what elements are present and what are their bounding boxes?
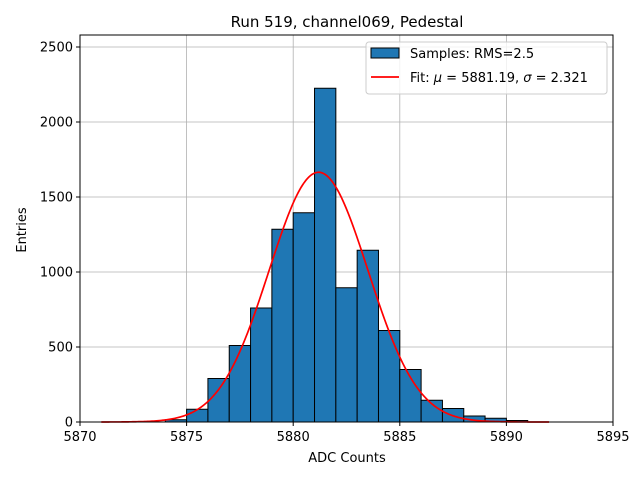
x-axis-label: ADC Counts	[308, 451, 386, 466]
legend-box	[365, 41, 608, 95]
fit-curve-group	[101, 171, 550, 423]
histogram-bar	[250, 307, 273, 423]
histogram-bar	[207, 378, 230, 423]
y-tick-label: 500	[48, 341, 73, 356]
x-axis-ticks: 5870 5875 5880 5885 5890 5895	[63, 422, 630, 445]
y-tick-label: 1000	[40, 266, 73, 281]
histogram-bar	[356, 249, 379, 423]
histogram-bars	[164, 87, 529, 423]
histogram-bar	[186, 408, 209, 423]
x-tick-label: 5895	[596, 430, 629, 445]
histogram-bar	[271, 228, 294, 423]
legend-histogram-label: Samples: RMS=2.5	[410, 47, 534, 62]
legend-fit-prefix: Fit:	[410, 71, 434, 86]
y-axis-ticks: 0 500 1000 1500 2000 2500	[40, 41, 80, 431]
legend-fit-sigma-value: = 2.321	[531, 71, 587, 86]
y-tick-label: 2500	[40, 41, 73, 56]
x-tick-label: 5890	[490, 430, 523, 445]
x-tick-label: 5875	[170, 430, 203, 445]
histogram-bar	[377, 330, 401, 423]
legend-fit-label: Fit: μ = 5881.19, σ = 2.321	[410, 71, 588, 86]
histogram-bar	[314, 87, 337, 423]
y-tick-label: 1500	[40, 191, 73, 206]
x-tick-label: 5870	[63, 430, 96, 445]
x-tick-label: 5885	[383, 430, 416, 445]
plot-frame	[79, 34, 614, 423]
legend-fit-sigma-symbol: σ	[523, 71, 532, 86]
legend-fit-mu-value: = 5881.19,	[442, 71, 523, 86]
y-axis-label: Entries	[15, 207, 30, 253]
legend-fit-mu-symbol: μ	[433, 71, 442, 86]
fit-curve	[101, 171, 550, 423]
histogram-bar	[228, 345, 252, 423]
x-tick-label: 5880	[277, 430, 310, 445]
histogram-bar	[335, 287, 358, 423]
chart-title: Run 519, channel069, Pedestal	[231, 13, 464, 31]
y-tick-label: 0	[65, 416, 73, 431]
legend-histogram-swatch	[370, 47, 400, 59]
y-tick-label: 2000	[40, 116, 73, 131]
legend: Samples: RMS=2.5 Fit: μ = 5881.19, σ = 2…	[365, 41, 608, 95]
histogram-bar	[292, 212, 316, 423]
